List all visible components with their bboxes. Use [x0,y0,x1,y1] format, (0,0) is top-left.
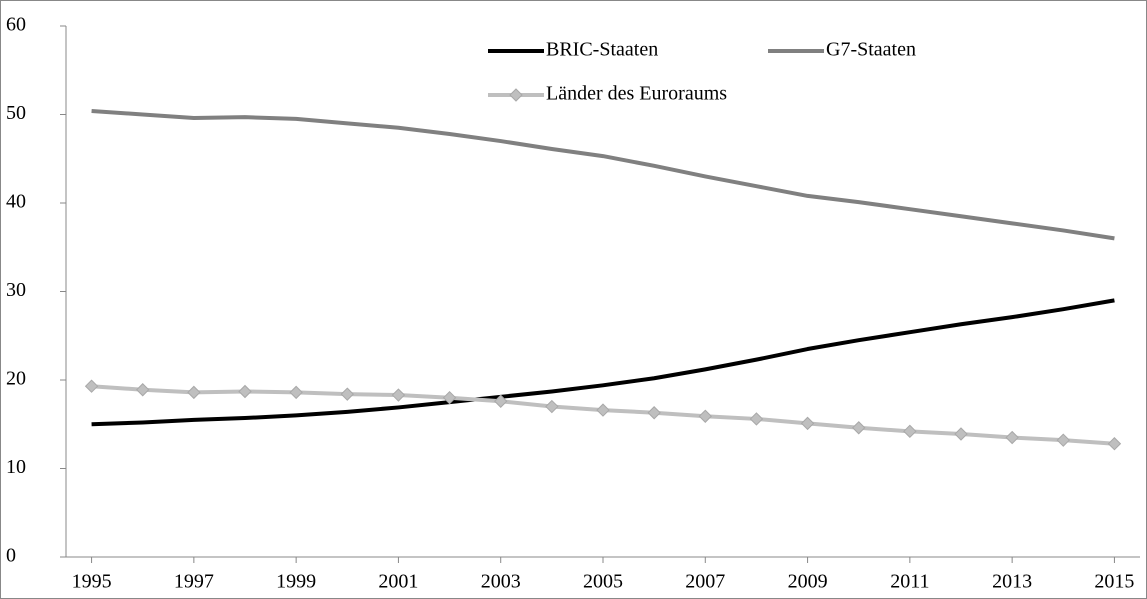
legend-label: BRIC-Staaten [546,39,658,61]
x-tick-label: 2001 [378,571,418,593]
point-marker [800,416,815,431]
point-marker [391,388,406,402]
x-tick-label: 2011 [890,571,929,593]
y-tick-label: 10 [6,456,26,478]
point-marker [289,385,303,400]
point-marker [84,379,99,393]
point-marker [903,424,917,439]
point-marker [1107,437,1122,451]
y-tick-label: 30 [6,279,26,301]
point-marker [852,421,866,435]
point-marker [340,387,354,401]
x-tick-label: 2009 [788,571,828,593]
point-marker [494,394,508,408]
x-tick-label: 2005 [583,571,623,593]
y-tick-label: 20 [6,368,26,390]
point-marker [136,383,150,397]
series-line [91,298,1115,427]
point-marker [545,399,559,414]
point-marker [1056,433,1070,447]
point-marker [698,409,712,423]
point-marker [442,390,457,405]
y-tick-label: 50 [6,102,26,124]
series-line [91,108,1115,241]
y-tick-label: 0 [6,545,16,567]
x-tick-label: 1999 [276,571,316,593]
point-marker [596,403,610,417]
legend-marker [509,88,523,102]
point-marker [238,384,252,399]
x-tick-label: 2013 [992,571,1032,593]
point-marker [749,412,764,426]
x-tick-label: 2015 [1094,571,1134,593]
legend-label: G7-Staaten [826,39,916,61]
x-tick-label: 1995 [72,571,112,593]
legend-label: Länder des Euroraums [546,83,727,105]
point-marker [1005,430,1019,445]
y-tick-label: 60 [6,14,26,36]
point-marker [647,406,661,420]
y-tick-label: 40 [6,191,26,213]
point-marker [954,427,968,441]
point-marker [187,385,201,400]
x-tick-label: 2003 [481,571,521,593]
x-tick-label: 1997 [174,571,214,593]
x-tick-label: 2007 [685,571,725,593]
